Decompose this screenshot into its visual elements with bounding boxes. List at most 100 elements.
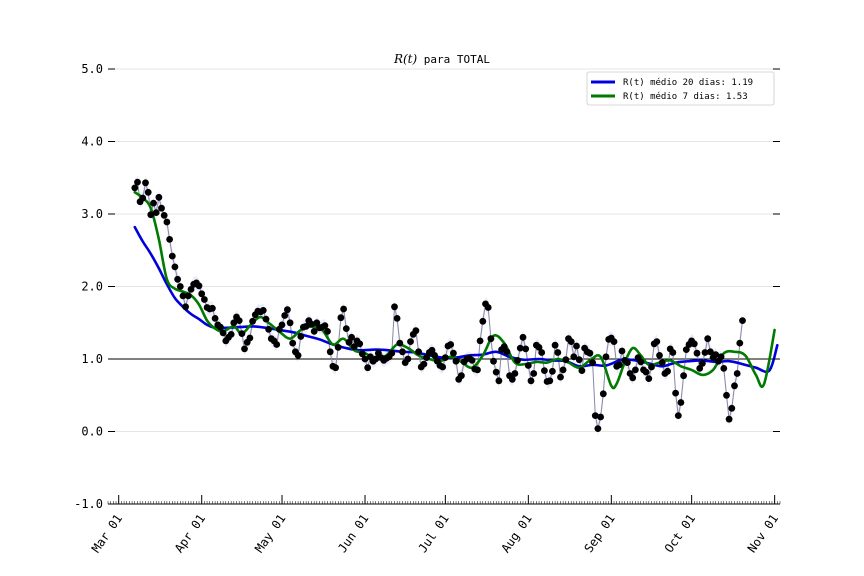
x-axis: Mar 01 Apr 01 May 01 Jun 01 Jul 01 Aug 01 Sep … <box>89 495 781 555</box>
daily-rt-point <box>131 184 139 192</box>
daily-rt-point <box>308 320 315 328</box>
daily-rt-path <box>134 180 743 429</box>
daily-rt-point <box>259 307 267 314</box>
daily-rt-point <box>423 354 430 361</box>
daily-rt-point <box>503 348 511 356</box>
daily-rt-point <box>599 390 607 398</box>
daily-rt-point <box>321 322 329 329</box>
legend-label-ma20: R(t) médio 20 dias: 1.19 <box>623 77 753 88</box>
daily-rt-point <box>348 333 355 341</box>
daily-rt-point <box>618 347 626 355</box>
y-tick-label: 0.0 <box>81 425 103 439</box>
daily-rt-point <box>519 333 527 341</box>
daily-rt-point <box>211 315 219 322</box>
x-tick-label: Aug 01 <box>498 512 534 556</box>
chart-title-rest: para TOTAL <box>417 53 490 66</box>
daily-rt-point <box>707 348 714 356</box>
daily-rt-point <box>174 275 182 283</box>
daily-rt-point <box>484 304 492 311</box>
y-tick-label: 3.0 <box>81 207 103 221</box>
daily-rt-point <box>184 292 192 300</box>
daily-rt-point <box>262 315 270 323</box>
daily-rt-point <box>495 377 503 385</box>
daily-rt-point <box>198 290 206 298</box>
daily-rt-point <box>158 204 165 212</box>
daily-rt-point <box>546 377 554 385</box>
daily-rt-point <box>578 367 586 374</box>
daily-rt-point <box>152 209 160 217</box>
daily-rt-point <box>610 338 618 345</box>
daily-rt-point <box>573 342 580 350</box>
daily-rt-point <box>241 345 248 353</box>
daily-rt-point <box>273 341 281 348</box>
daily-rt-point <box>664 367 671 375</box>
daily-rt-point <box>594 425 602 432</box>
daily-rt-point <box>209 304 216 312</box>
y-tick-label: 4.0 <box>81 135 103 149</box>
x-tick-label: Sep 01 <box>581 512 617 556</box>
daily-rt-point <box>182 303 190 311</box>
daily-rt-point <box>372 355 380 363</box>
daily-rt-point <box>441 354 449 361</box>
daily-rt-point <box>150 199 157 207</box>
daily-rt-point <box>249 317 256 325</box>
daily-rt-point <box>324 328 331 335</box>
daily-rt-point <box>428 346 436 354</box>
daily-rt-point <box>557 373 564 381</box>
daily-rt-point <box>632 366 639 374</box>
daily-rt-point <box>415 348 422 356</box>
daily-rt-points <box>131 178 746 432</box>
daily-rt-point <box>302 323 310 330</box>
daily-rt-line <box>134 180 743 429</box>
daily-rt-point <box>139 194 147 202</box>
daily-rt-point <box>281 312 289 319</box>
daily-rt-point <box>575 356 583 364</box>
daily-rt-point <box>404 355 412 363</box>
x-tick-label: Jul 01 <box>415 512 451 556</box>
x-tick-label: Apr 01 <box>172 512 208 556</box>
daily-rt-point <box>187 286 195 293</box>
daily-rt-point <box>629 374 637 382</box>
daily-rt-point <box>538 349 546 356</box>
daily-rt-point <box>682 346 690 353</box>
daily-rt-point <box>388 349 396 357</box>
daily-rt-point <box>739 317 746 324</box>
y-tick-label: 2.0 <box>81 280 103 294</box>
daily-rt-point <box>168 252 176 260</box>
daily-rt-point <box>265 325 272 333</box>
daily-rt-point <box>474 366 481 374</box>
daily-rt-point <box>530 370 538 377</box>
daily-rt-point <box>677 399 685 406</box>
daily-rt-point <box>674 412 682 419</box>
y-tick-label: 1.0 <box>81 352 103 366</box>
daily-rt-point <box>356 340 364 348</box>
daily-rt-point <box>420 360 428 368</box>
daily-rt-point <box>586 349 594 357</box>
daily-rt-point <box>450 349 457 357</box>
x-tick-label: Mar 01 <box>89 512 125 556</box>
daily-rt-point <box>690 340 698 348</box>
daily-rt-point <box>570 353 578 361</box>
daily-rt-point <box>733 370 741 377</box>
daily-rt-point <box>672 389 679 397</box>
daily-rt-point <box>602 353 610 361</box>
daily-rt-point <box>551 341 559 349</box>
daily-rt-point <box>704 335 712 343</box>
daily-rt-point <box>447 341 455 348</box>
daily-rt-point <box>653 338 661 345</box>
daily-rt-point <box>340 305 347 313</box>
daily-rt-point <box>476 337 484 345</box>
daily-rt-point <box>597 413 604 421</box>
daily-rt-point <box>487 335 495 343</box>
x-tick-label: Oct 01 <box>662 512 698 556</box>
daily-rt-point <box>134 178 141 186</box>
legend-label-ma7: R(t) médio 7 dias: 1.53 <box>623 91 748 102</box>
daily-rt-point <box>642 368 650 376</box>
gridlines <box>108 68 780 505</box>
daily-rt-point <box>736 339 744 347</box>
daily-rt-point <box>163 218 171 226</box>
daily-rt-point <box>656 352 663 359</box>
daily-rt-point <box>728 404 736 412</box>
daily-rt-point <box>669 349 677 356</box>
daily-rt-point <box>407 338 414 345</box>
